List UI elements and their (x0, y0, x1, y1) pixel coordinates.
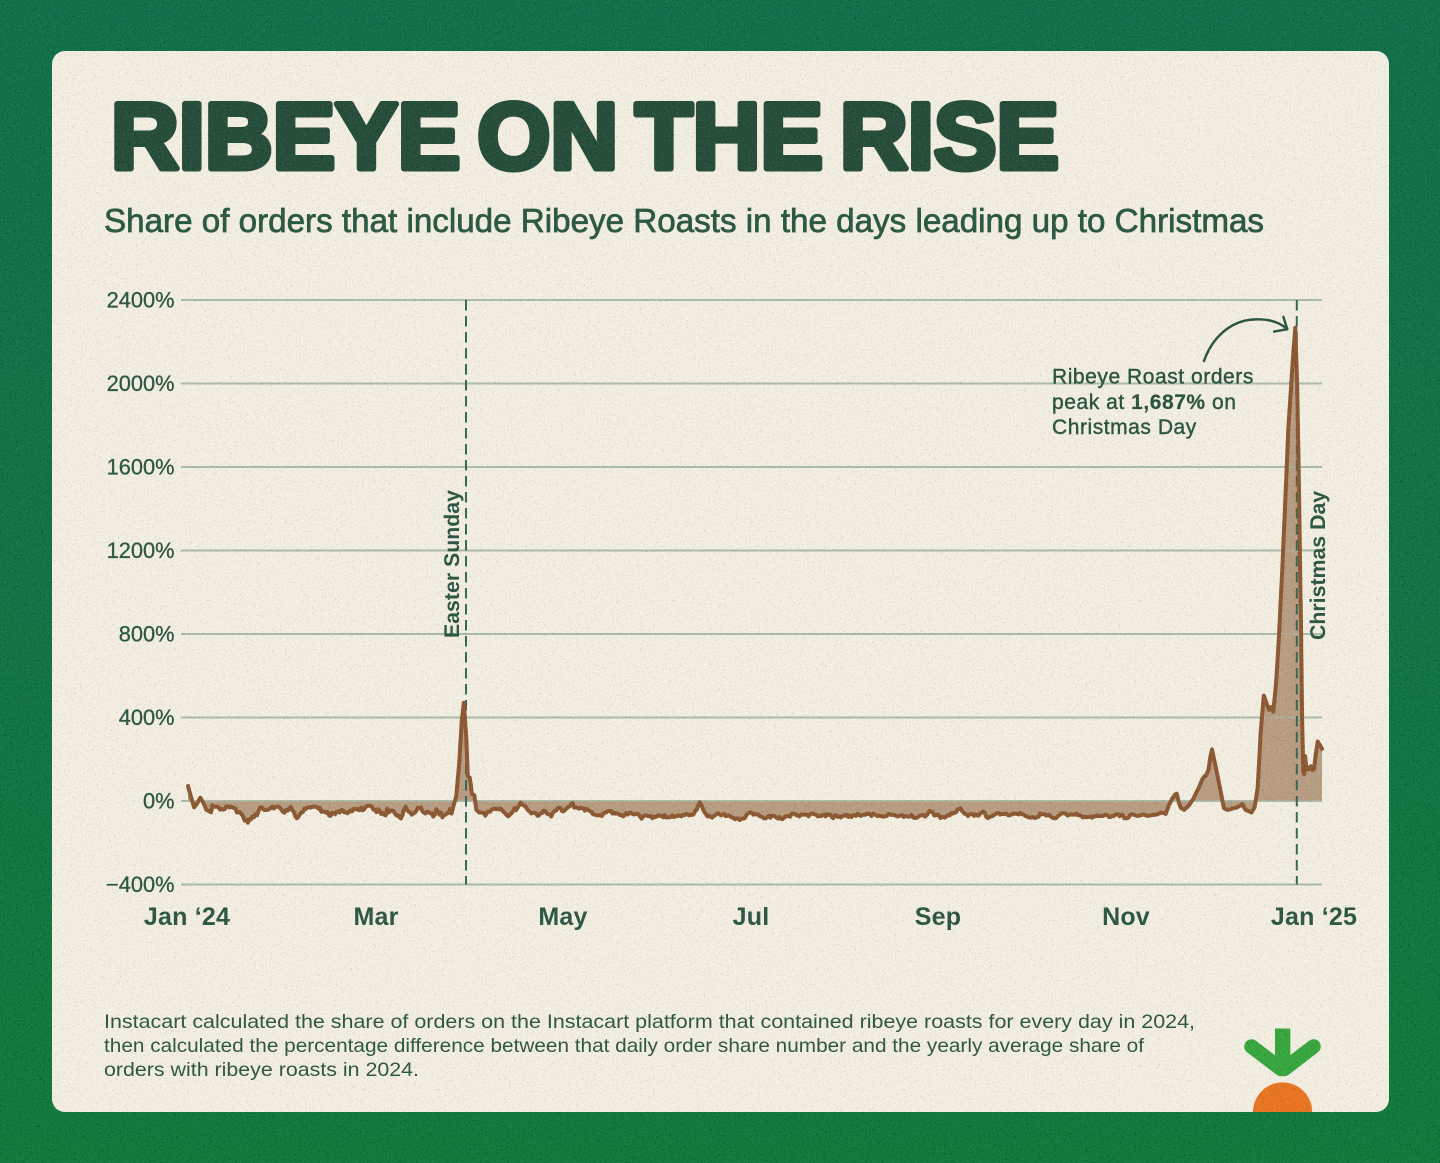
svg-text:orders with ribeye roasts in 2: orders with ribeye roasts in 2024. (104, 1059, 419, 1081)
svg-text:then calculated the percentage: then calculated the percentage differenc… (104, 1035, 1145, 1057)
svg-text:Mar: Mar (353, 903, 398, 931)
svg-text:2000%: 2000% (107, 371, 175, 396)
svg-text:Sep: Sep (915, 903, 961, 931)
svg-text:Ribeye Roast orders: Ribeye Roast orders (1052, 366, 1254, 389)
svg-text:Jan ‘25: Jan ‘25 (1271, 903, 1357, 931)
svg-text:peak at 1,687% on: peak at 1,687% on (1052, 391, 1237, 414)
svg-text:1600%: 1600% (107, 455, 175, 480)
svg-text:Nov: Nov (1102, 903, 1150, 931)
svg-text:1200%: 1200% (107, 538, 175, 563)
svg-text:May: May (538, 903, 587, 931)
svg-text:2400%: 2400% (107, 288, 175, 313)
svg-text:Christmas Day: Christmas Day (1306, 491, 1330, 640)
svg-text:Share of orders that include R: Share of orders that include Ribeye Roas… (104, 202, 1264, 239)
svg-text:Instacart calculated the share: Instacart calculated the share of orders… (104, 1011, 1195, 1033)
svg-text:0%: 0% (143, 789, 175, 814)
svg-text:Easter Sunday: Easter Sunday (440, 490, 464, 638)
svg-text:RIBEYE ON THE RISE: RIBEYE ON THE RISE (111, 84, 1059, 189)
svg-text:Christmas Day: Christmas Day (1052, 416, 1197, 439)
svg-text:Jul: Jul (733, 903, 770, 931)
svg-text:400%: 400% (119, 705, 175, 730)
svg-text:Jan ‘24: Jan ‘24 (144, 903, 230, 931)
svg-text:800%: 800% (119, 622, 175, 647)
svg-text:−400%: −400% (106, 872, 174, 897)
